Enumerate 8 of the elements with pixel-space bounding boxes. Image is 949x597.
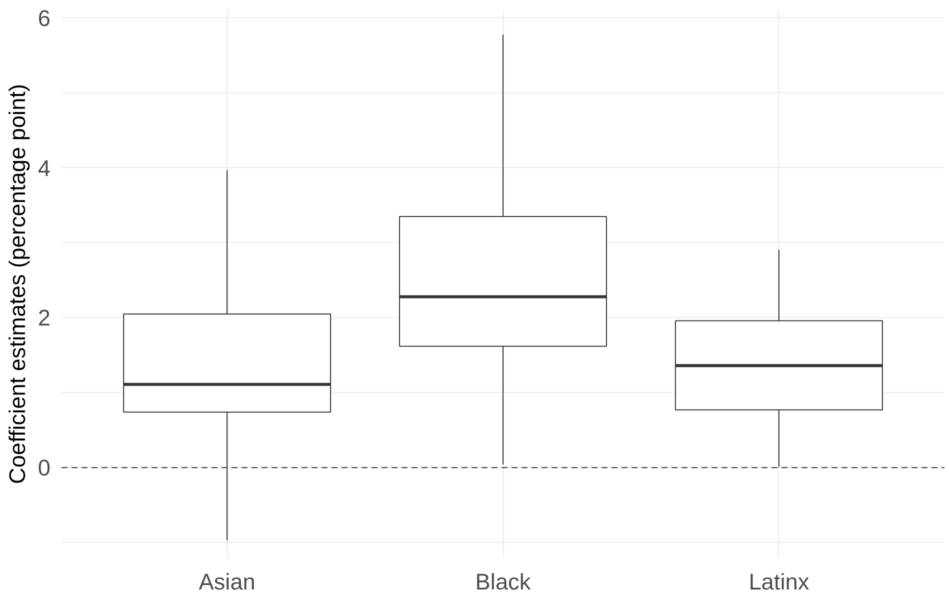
x-tick-label: Black [475, 568, 532, 594]
y-tick-label: 2 [38, 304, 51, 331]
x-tick-label: Asian [198, 568, 256, 594]
x-tick-label: Latinx [748, 568, 810, 594]
y-tick-label: 4 [38, 154, 51, 181]
y-tick-label: 6 [38, 4, 51, 31]
y-axis-title: Coefficient estimates (percentage point) [4, 84, 30, 484]
y-tick-label: 0 [38, 454, 51, 481]
